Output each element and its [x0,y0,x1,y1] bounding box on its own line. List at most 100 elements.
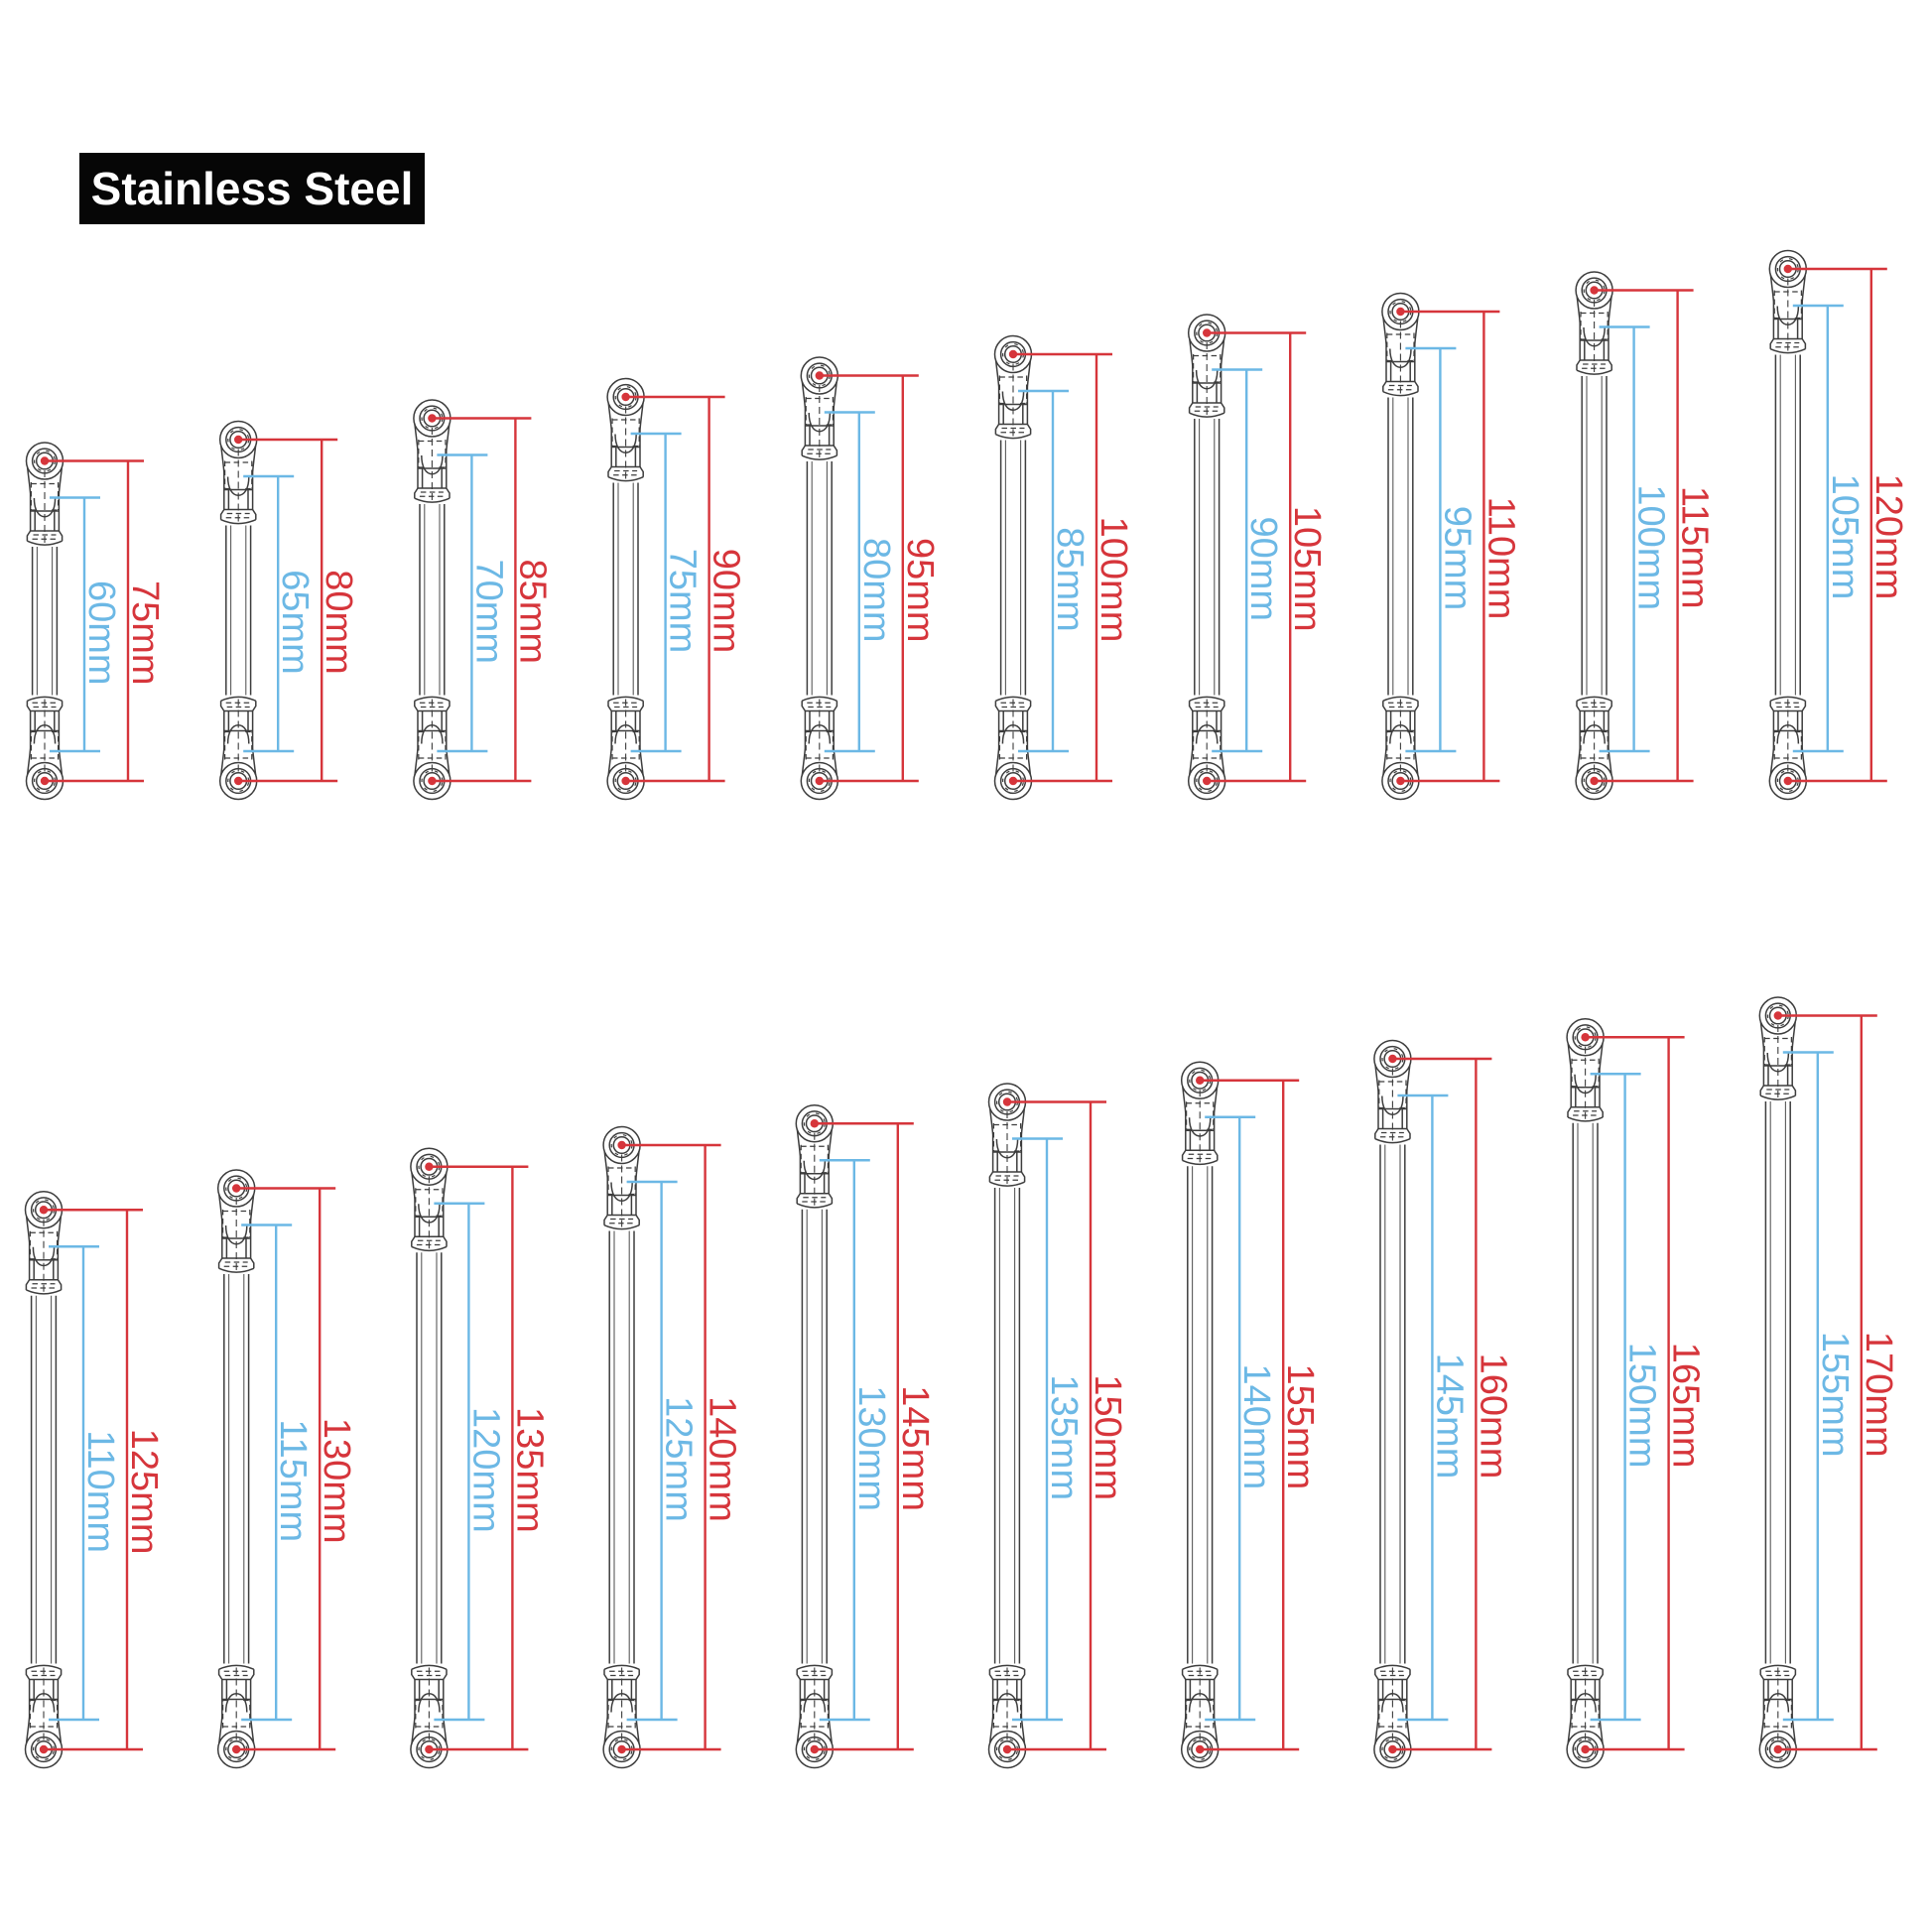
inner-dimension: 135mm [1012,1137,1085,1722]
overall-dimension: 100mm [1008,349,1134,786]
rod-shaft [419,504,446,696]
overall-dimension: 150mm [1002,1097,1128,1754]
overall-dimension: 90mm [621,392,747,786]
rod-shaft [1764,1101,1791,1664]
rod-length-label: 60mm [80,580,122,686]
overall-dimension: 75mm [40,456,166,786]
overall-length-label: 85mm [511,559,553,664]
overall-dimension: 135mm [425,1162,550,1754]
rod-length-label: 145mm [1428,1353,1470,1480]
overall-length-label: 140mm [702,1396,743,1522]
overall-length-label: 110mm [1480,497,1521,620]
rod-shaft [612,482,639,696]
inner-dimension: 130mm [819,1159,892,1722]
inner-dimension: 60mm [50,496,122,753]
overall-dimension: 125mm [39,1206,165,1754]
rod-shaft [801,1209,828,1664]
rod-shaft [993,1188,1021,1664]
rod-length-label: 105mm [1824,474,1866,600]
overall-length-label: 135mm [508,1407,550,1533]
inner-dimension: 90mm [1212,368,1284,753]
rod-length-label: 65mm [274,570,316,675]
rod-length-label: 115mm [272,1419,314,1542]
overall-length-label: 75mm [124,580,166,686]
rod-length-label: 85mm [1049,527,1091,632]
overall-length-label: 90mm [706,549,747,654]
inner-dimension: 145mm [1397,1094,1470,1722]
overall-length-label: 115mm [1674,486,1716,609]
overall-length-label: 160mm [1472,1353,1513,1480]
rod-length-label: 135mm [1043,1374,1085,1500]
overall-length-label: 95mm [899,538,941,643]
overall-dimension: 165mm [1581,1033,1707,1754]
inner-dimension: 110mm [49,1245,121,1722]
rod-length-label: 90mm [1242,516,1284,621]
rod-shaft [1387,397,1414,696]
overall-length-label: 105mm [1286,506,1328,632]
rod-length-label: 95mm [1436,506,1478,611]
overall-length-label: 165mm [1665,1343,1707,1469]
overall-length-label: 125mm [123,1429,165,1555]
inner-dimension: 115mm [241,1224,314,1722]
rod-shaft [416,1252,443,1664]
rod-length-label: 70mm [467,559,509,664]
rod-length-label: 75mm [662,549,704,654]
inner-dimension: 120mm [434,1202,506,1722]
rod-length-label: 100mm [1630,484,1672,610]
overall-dimension: 130mm [232,1184,357,1754]
overall-dimension: 110mm [1396,307,1521,786]
rod-length-label: 80mm [855,538,897,643]
overall-dimension: 160mm [1388,1054,1513,1754]
overall-length-label: 150mm [1087,1374,1128,1500]
rod-length-label: 140mm [1235,1364,1277,1490]
rod-shaft [1187,1166,1214,1664]
rod-length-label: 130mm [850,1385,892,1511]
overall-length-label: 100mm [1093,517,1134,643]
overall-dimension: 155mm [1196,1076,1321,1754]
rod-length-label: 150mm [1621,1343,1663,1469]
overall-dimension: 170mm [1773,1011,1899,1754]
rod-shaft [223,1274,250,1664]
title-box: Stainless Steel [79,153,425,224]
overall-dimension: 145mm [810,1119,936,1754]
inner-dimension: 150mm [1590,1073,1663,1722]
overall-dimension: 85mm [428,414,553,786]
inner-dimension: 100mm [1599,325,1672,753]
rod-shaft [1194,419,1221,696]
inner-dimension: 75mm [630,432,704,753]
overall-length-label: 145mm [894,1385,936,1511]
rod-length-label: 155mm [1814,1332,1856,1458]
inner-dimension: 140mm [1205,1115,1277,1722]
overall-dimension: 115mm [1590,286,1716,786]
rod-shaft [31,547,59,696]
inner-dimension: 65mm [243,474,316,753]
inner-dimension: 70mm [437,453,509,753]
overall-dimension: 105mm [1203,328,1328,786]
inner-dimension: 105mm [1792,304,1866,753]
inner-dimension: 85mm [1018,389,1091,753]
overall-dimension: 80mm [234,435,359,786]
rod-length-label: 120mm [464,1407,506,1533]
rod-shaft [1572,1122,1599,1664]
overall-length-label: 170mm [1858,1332,1899,1458]
overall-length-label: 155mm [1279,1364,1321,1490]
